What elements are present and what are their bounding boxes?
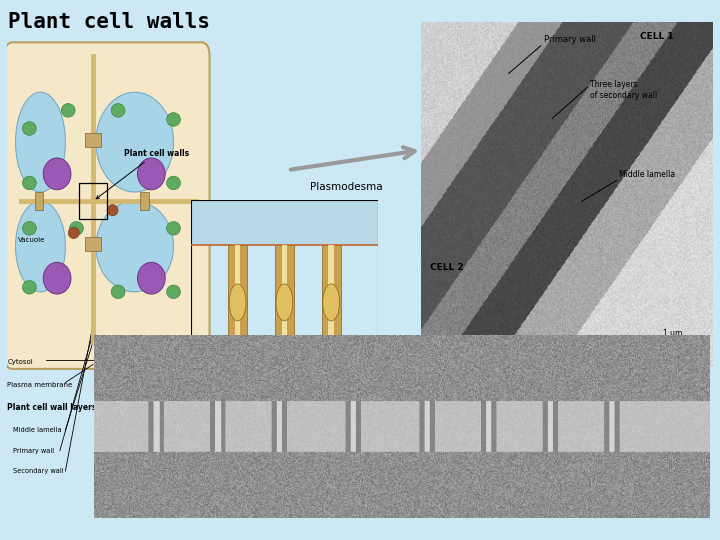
Ellipse shape <box>229 284 246 321</box>
Ellipse shape <box>43 262 71 294</box>
Ellipse shape <box>16 201 66 292</box>
FancyBboxPatch shape <box>275 245 294 360</box>
Ellipse shape <box>166 113 181 126</box>
Text: Plasmodesma: Plasmodesma <box>310 182 382 192</box>
Text: Middle lamella: Middle lamella <box>13 428 61 434</box>
Text: {: { <box>73 203 98 241</box>
Ellipse shape <box>22 122 36 136</box>
Text: CELL 1: CELL 1 <box>640 32 673 41</box>
Ellipse shape <box>16 92 66 192</box>
Text: Vacuole: Vacuole <box>18 237 45 243</box>
Text: {: { <box>73 136 98 174</box>
Ellipse shape <box>323 284 340 321</box>
Ellipse shape <box>22 221 36 235</box>
Ellipse shape <box>138 158 165 190</box>
Text: CELL 2: CELL 2 <box>430 264 464 273</box>
Text: Cytosol: Cytosol <box>7 360 33 366</box>
Ellipse shape <box>68 227 79 239</box>
Text: Three layers
of secondary wall: Three layers of secondary wall <box>590 80 657 100</box>
FancyBboxPatch shape <box>282 245 287 360</box>
Text: Plasma membrane: Plasma membrane <box>7 382 73 388</box>
FancyBboxPatch shape <box>191 200 378 245</box>
Ellipse shape <box>111 285 125 299</box>
Ellipse shape <box>22 176 36 190</box>
Ellipse shape <box>111 104 125 117</box>
FancyBboxPatch shape <box>85 238 102 251</box>
FancyBboxPatch shape <box>4 42 210 369</box>
FancyBboxPatch shape <box>35 192 43 210</box>
Text: Plasma membranes: Plasma membranes <box>505 508 616 518</box>
Text: Middle lamella: Middle lamella <box>619 170 675 179</box>
Ellipse shape <box>43 158 71 190</box>
Ellipse shape <box>22 280 36 294</box>
Ellipse shape <box>61 104 75 117</box>
FancyBboxPatch shape <box>191 360 378 405</box>
Ellipse shape <box>276 284 293 321</box>
Ellipse shape <box>166 176 181 190</box>
Text: Cell walls: Cell walls <box>586 165 638 175</box>
Ellipse shape <box>70 221 84 235</box>
Text: Primary wall: Primary wall <box>544 35 595 44</box>
Text: Primary wall: Primary wall <box>13 448 54 454</box>
Text: Secondary wall: Secondary wall <box>13 468 63 474</box>
FancyBboxPatch shape <box>140 192 148 210</box>
Text: Interior
of cell: Interior of cell <box>15 147 53 169</box>
Ellipse shape <box>166 285 181 299</box>
FancyBboxPatch shape <box>328 245 334 360</box>
FancyBboxPatch shape <box>322 245 341 360</box>
Text: Interior
of cell: Interior of cell <box>15 214 53 236</box>
Text: Plant cell walls: Plant cell walls <box>8 12 210 32</box>
Ellipse shape <box>96 92 174 192</box>
Ellipse shape <box>107 205 118 216</box>
Text: Plasmodesmata: Plasmodesmata <box>282 505 387 518</box>
FancyBboxPatch shape <box>235 245 240 360</box>
Text: 0.5 μm: 0.5 μm <box>113 468 150 478</box>
FancyBboxPatch shape <box>228 245 247 360</box>
Ellipse shape <box>166 221 181 235</box>
Text: Plant cell wall layers:: Plant cell wall layers: <box>7 403 99 412</box>
Ellipse shape <box>138 262 165 294</box>
Ellipse shape <box>96 201 174 292</box>
Text: 1 μm: 1 μm <box>663 329 683 338</box>
Text: Plant cell walls: Plant cell walls <box>96 148 189 199</box>
FancyBboxPatch shape <box>85 133 102 147</box>
